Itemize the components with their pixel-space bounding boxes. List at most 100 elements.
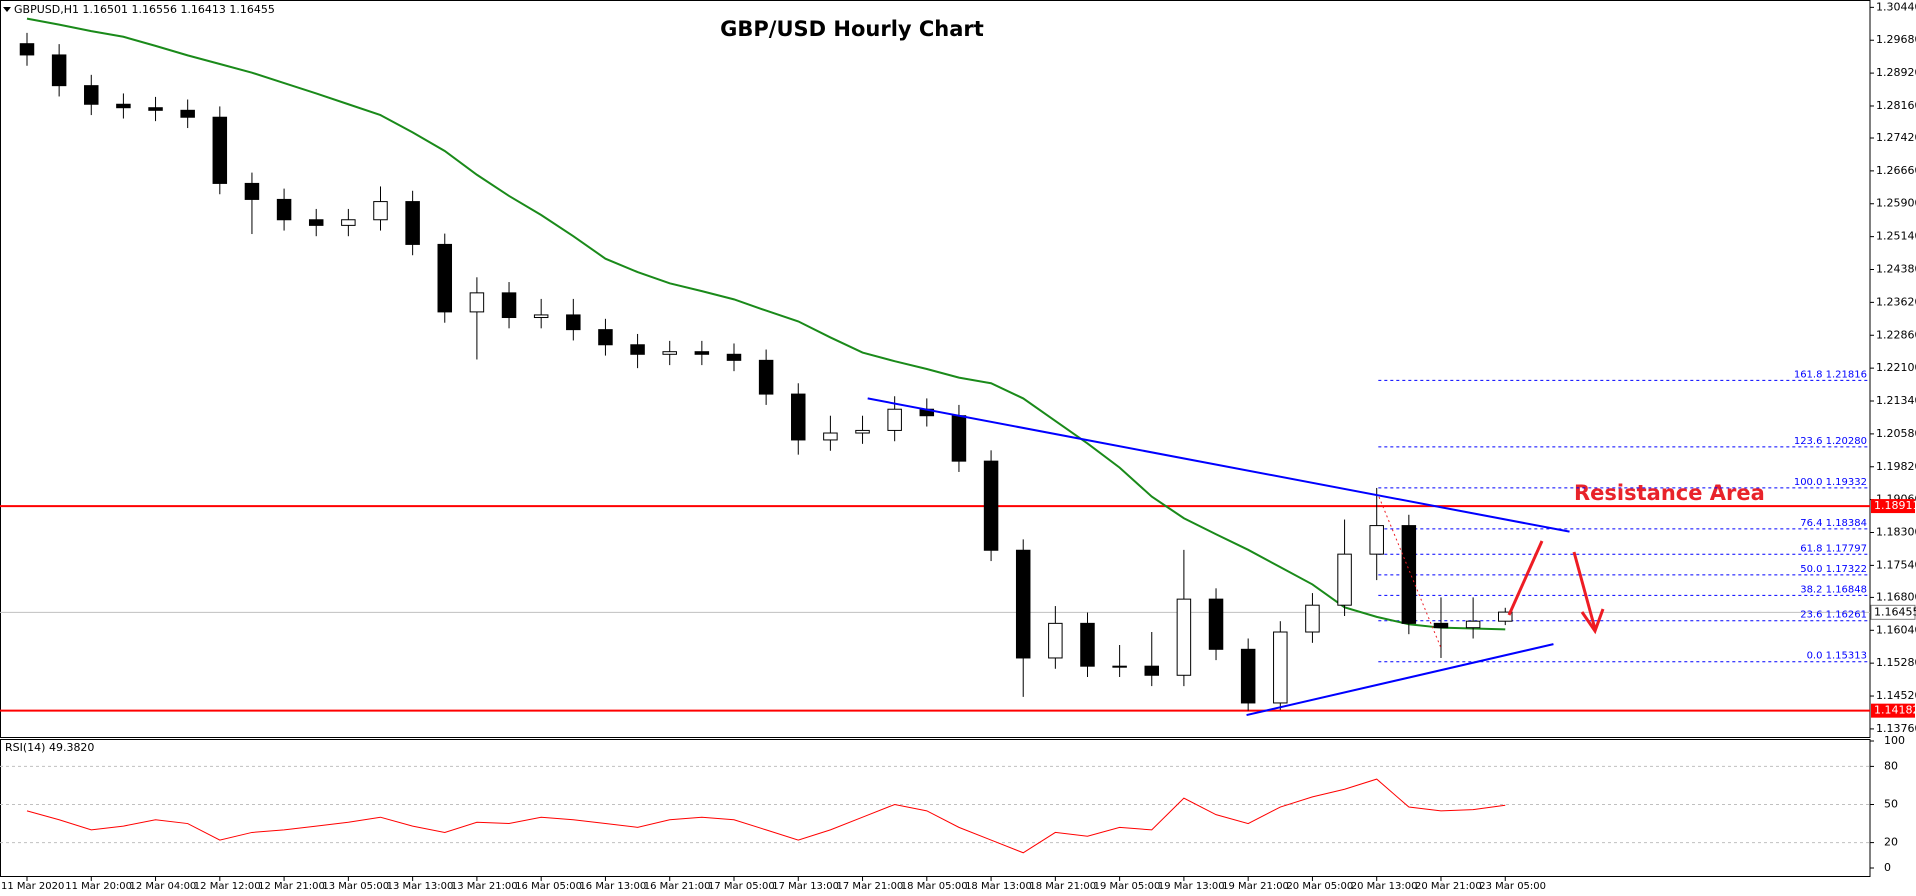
current-price-box	[1870, 604, 1916, 620]
price-frame	[0, 0, 1871, 738]
candle-body	[437, 243, 453, 313]
moving-average	[26, 17, 1506, 631]
candle-body	[405, 201, 420, 245]
candle-body	[1144, 665, 1160, 676]
candle-body	[180, 109, 195, 118]
candle-body	[1337, 553, 1352, 606]
trendline	[1246, 643, 1554, 717]
candle-body	[951, 415, 967, 462]
y-tick-label: 1.28920	[1876, 66, 1916, 79]
fib-label: 161.8 1.21816	[1794, 369, 1867, 380]
level-price-box	[1871, 499, 1915, 514]
x-tick-label: 12 Mar 12:00	[194, 881, 261, 892]
candle-body	[791, 393, 806, 441]
x-tick-label: 16 Mar 21:00	[644, 881, 711, 892]
candle-body	[501, 292, 517, 319]
candle-body	[373, 201, 388, 221]
x-tick-label: 12 Mar 04:00	[130, 881, 197, 892]
candle-body	[212, 116, 228, 184]
candle-body	[1433, 622, 1449, 629]
candle-body	[726, 353, 742, 361]
y-tick-label: 1.26660	[1876, 164, 1916, 177]
candle-body	[1176, 598, 1192, 676]
candle-body	[1208, 598, 1224, 650]
y-tick-label: 1.19820	[1876, 460, 1916, 473]
y-tick-label: 20	[1884, 836, 1898, 849]
y-tick-label: 100	[1884, 734, 1905, 747]
candle-body	[983, 460, 999, 551]
level-price-label: 1.14182	[1874, 704, 1916, 717]
fib-base	[1378, 496, 1442, 649]
fib-label: 61.8 1.17797	[1800, 543, 1867, 554]
candle-body	[1240, 648, 1256, 704]
x-tick-label: 18 Mar 21:00	[1029, 881, 1096, 892]
candle-body	[308, 219, 324, 226]
candle-body	[598, 329, 613, 346]
fib-label: 50.0 1.17322	[1800, 564, 1867, 575]
x-tick-label: 19 Mar 13:00	[1158, 881, 1225, 892]
fib-label: 123.6 1.20280	[1794, 436, 1867, 447]
y-tick-label: 80	[1884, 759, 1898, 772]
y-tick-label: 1.27420	[1876, 131, 1916, 144]
x-tick-label: 20 Mar 05:00	[1286, 881, 1353, 892]
candle-body	[51, 54, 67, 87]
current-price-label: 1.16455	[1874, 605, 1916, 618]
x-tick-label: 11 Mar 2020	[1, 881, 64, 892]
y-tick-label: 1.21340	[1876, 394, 1916, 407]
x-tick-label: 16 Mar 05:00	[515, 881, 582, 892]
fib-label: 0.0 1.15313	[1807, 651, 1867, 662]
y-tick-label: 1.20580	[1876, 427, 1916, 440]
arrows	[1378, 496, 1605, 649]
x-tick-label: 20 Mar 13:00	[1351, 881, 1418, 892]
y-tick-label: 1.22100	[1876, 361, 1916, 374]
fib-label: 100.0 1.19332	[1794, 477, 1867, 488]
y-tick-label: 1.15280	[1876, 656, 1916, 669]
fib-label: 38.2 1.16848	[1800, 584, 1867, 595]
x-tick-label: 19 Mar 21:00	[1222, 881, 1289, 892]
y-tick-label: 1.16040	[1876, 623, 1916, 636]
y-tick-label: 50	[1884, 798, 1898, 811]
x-tick-label: 13 Mar 13:00	[387, 881, 454, 892]
candle-body	[1305, 604, 1320, 633]
y-tick-label: 1.14520	[1876, 689, 1916, 702]
candle-body	[19, 43, 35, 56]
x-tick-label: 18 Mar 05:00	[901, 881, 968, 892]
level-price-label: 1.18911	[1874, 499, 1916, 512]
candle-body	[533, 314, 549, 319]
x-tick-label: 20 Mar 21:00	[1415, 881, 1482, 892]
y-tick-label: 1.16800	[1876, 590, 1916, 603]
x-tick-label: 18 Mar 13:00	[965, 881, 1032, 892]
candle-body	[1465, 620, 1481, 629]
y-tick-label: 1.28160	[1876, 99, 1916, 112]
candle-body	[1401, 525, 1417, 624]
candle-body	[662, 351, 677, 355]
y-tick-label: 1.13760	[1876, 722, 1916, 735]
chart-title: GBP/USD Hourly Chart	[720, 17, 984, 41]
candle-body	[1112, 665, 1127, 668]
candle-body	[887, 408, 902, 431]
y-tick-label: 1.17540	[1876, 558, 1916, 571]
arrow-up	[1507, 540, 1544, 616]
candle-body	[276, 198, 292, 221]
candle-body	[855, 429, 870, 434]
y-tick-label: 1.25140	[1876, 230, 1916, 243]
candle-body	[1498, 611, 1513, 622]
y-tick-label: 1.23620	[1876, 295, 1916, 308]
x-tick-label: 19 Mar 05:00	[1094, 881, 1161, 892]
x-tick-label: 23 Mar 05:00	[1479, 881, 1546, 892]
candle-body	[244, 182, 260, 200]
rsi-frame	[0, 739, 1871, 877]
y-tick-label: 1.29680	[1876, 33, 1916, 46]
candle-body	[1369, 525, 1384, 555]
rsi-status: RSI(14) 49.3820	[5, 741, 94, 754]
candle-body	[694, 351, 710, 355]
candle-body	[566, 314, 581, 331]
x-tick-label: 13 Mar 05:00	[322, 881, 389, 892]
x-tick-label: 11 Mar 20:00	[65, 881, 132, 892]
y-tick-label: 0	[1884, 861, 1891, 874]
menu-triangle	[3, 7, 11, 12]
candle-body	[469, 292, 485, 313]
x-tick-label: 17 Mar 21:00	[837, 881, 904, 892]
x-tick-label: 12 Mar 21:00	[258, 881, 325, 892]
